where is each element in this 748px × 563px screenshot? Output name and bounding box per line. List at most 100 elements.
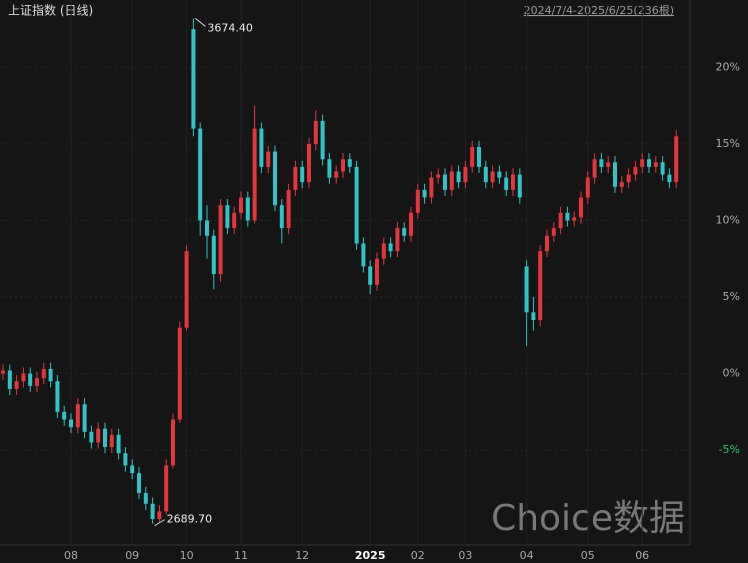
candle-body	[82, 404, 87, 432]
candle-body	[388, 243, 393, 252]
candle-body	[171, 419, 175, 466]
annotation-arrow	[154, 519, 165, 527]
candle-body	[599, 159, 604, 167]
candle-body	[402, 228, 407, 236]
candle-body	[327, 159, 332, 178]
candle-body	[456, 171, 461, 183]
candle-body	[640, 159, 645, 167]
x-tick-label: 02	[411, 549, 425, 562]
candle-body	[490, 171, 495, 183]
candle-body	[218, 205, 223, 275]
candle-body	[497, 171, 502, 178]
candle-body	[62, 411, 67, 420]
x-tick-label: 05	[581, 549, 595, 562]
candle-body	[511, 174, 515, 190]
candle-body	[286, 189, 291, 229]
candle-body	[375, 258, 379, 285]
candle-body	[585, 177, 590, 198]
candle-body	[252, 128, 257, 221]
candle-body	[463, 166, 468, 183]
candle-body	[443, 174, 447, 190]
candle-body	[381, 243, 386, 259]
candle-body	[660, 162, 665, 175]
x-tick-label: 2025	[355, 549, 386, 562]
candle-body	[279, 205, 284, 229]
x-tick-label: 10	[180, 549, 194, 562]
y-tick-label: -5%	[719, 443, 740, 456]
candle-body	[184, 251, 189, 328]
candle-body	[130, 465, 135, 474]
x-tick-label: 04	[520, 549, 534, 562]
candle-body	[368, 266, 373, 285]
candle-body	[137, 473, 141, 494]
candle-body	[409, 212, 413, 236]
candle-body	[21, 373, 26, 382]
candle-body	[1, 370, 5, 374]
candle-body	[293, 166, 298, 190]
candle-body	[320, 120, 325, 160]
candle-body	[157, 511, 162, 520]
candle-body	[606, 162, 611, 167]
candle-body	[354, 166, 359, 244]
candle-body	[48, 368, 53, 382]
candle-body	[531, 312, 536, 320]
candle-body	[245, 197, 250, 221]
candle-body	[647, 159, 651, 167]
candle-body	[89, 431, 94, 443]
candle-body	[504, 177, 509, 190]
candle-body	[205, 220, 209, 236]
x-tick-label: 12	[295, 549, 309, 562]
candle-body	[239, 197, 243, 213]
annotation-arrow	[195, 17, 206, 27]
candle-body	[143, 493, 148, 504]
candle-body	[429, 177, 434, 198]
x-tick-label: 11	[234, 549, 248, 562]
candle-body	[28, 373, 33, 386]
candle-body	[103, 428, 107, 448]
candle-body	[613, 162, 617, 187]
candle-body	[198, 128, 203, 221]
y-tick-label: 20%	[716, 60, 740, 73]
y-tick-label: 5%	[723, 290, 740, 303]
date-range: 2024/7/4-2025/6/25(236根)	[524, 3, 674, 17]
candle-body	[415, 189, 420, 213]
candle-body	[619, 182, 624, 187]
candle-body	[150, 503, 155, 520]
candle-body	[517, 174, 522, 198]
min-label: 2689.70	[167, 513, 213, 526]
candle-body	[266, 151, 271, 167]
candle-body	[483, 166, 488, 183]
candle-body	[232, 212, 237, 229]
candle-body	[55, 381, 60, 412]
candle-body	[653, 162, 658, 167]
candle-body	[259, 128, 264, 167]
x-tick-label: 03	[458, 549, 472, 562]
candle-body	[626, 174, 631, 183]
candle-body	[116, 434, 121, 454]
x-tick-label: 08	[64, 549, 78, 562]
candle-body	[422, 189, 427, 198]
candle-body	[436, 174, 441, 178]
candle-body	[177, 327, 182, 420]
candle-body	[307, 143, 311, 183]
candle-body	[551, 228, 556, 236]
x-tick-label: 06	[635, 549, 649, 562]
candle-body	[123, 453, 128, 466]
candle-body	[477, 146, 481, 167]
x-tick-label: 09	[125, 549, 139, 562]
candle-body	[7, 370, 12, 389]
candle-body	[14, 381, 19, 389]
candle-body	[35, 378, 39, 386]
candle-body	[96, 428, 101, 443]
candle-body	[191, 29, 196, 129]
candle-body	[313, 120, 318, 144]
candle-body	[558, 212, 563, 229]
candle-body	[592, 159, 597, 178]
candle-body	[361, 243, 366, 267]
candle-body	[545, 235, 549, 252]
candle-body	[674, 136, 679, 183]
candle-body	[667, 174, 672, 183]
candle-body	[538, 251, 543, 320]
candle-body	[225, 205, 230, 229]
